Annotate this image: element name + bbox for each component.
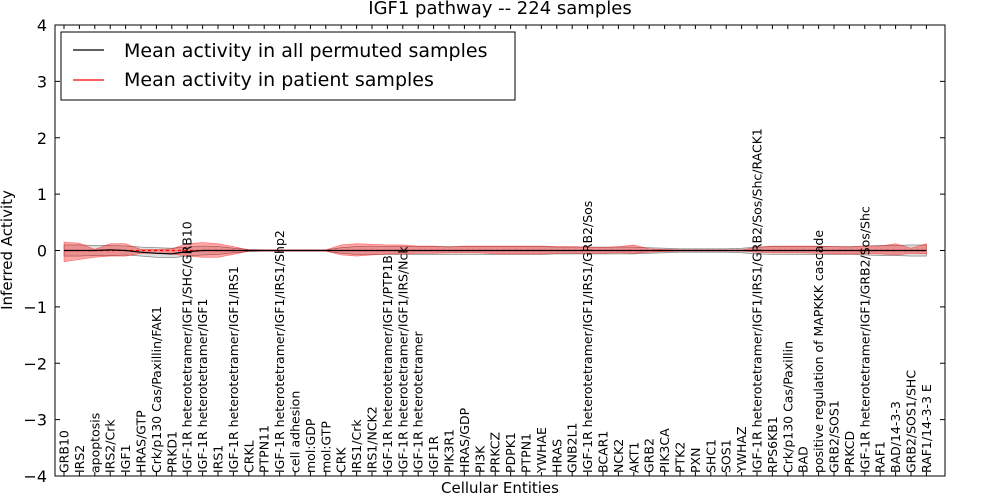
x-tick-label-29: PDPK1 [503, 432, 518, 473]
x-axis-ticks: GRB10 IRS2 apoptosis IRS2/Crk IGF1 HRAS/GTP Cr… [57, 25, 934, 476]
x-tick-label-30: PTPN1 [519, 433, 534, 473]
x-tick-label-1: IRS2 [72, 445, 87, 473]
x-tick-label-18: CRK [334, 447, 349, 473]
band-series-0 [63, 244, 927, 259]
series-lines [64, 249, 927, 255]
x-tick-label-10: IRS1 [211, 445, 226, 473]
y-tick-label-1: −3 [23, 411, 47, 430]
x-tick-label-42: SHC1 [703, 439, 718, 473]
x-tick-label-12: CRKL [241, 440, 256, 473]
legend-entry-patient: Mean activity in patient samples [124, 69, 434, 91]
y-tick-label-7: 3 [37, 72, 47, 91]
x-tick-label-17: mol:GTP [318, 421, 333, 473]
x-tick-label-15: cell adhesion [288, 391, 303, 473]
y-tick-label-3: −1 [23, 298, 47, 317]
x-tick-label-3: IRS2/Crk [103, 419, 118, 473]
y-tick-label-6: 2 [37, 129, 47, 148]
x-tick-label-38: GRB2 [642, 438, 657, 473]
x-tick-label-22: IGF-1R heterotetramer/IGF1/IRS/Nck [395, 246, 410, 473]
x-tick-label-4: IGF1 [118, 444, 133, 473]
y-tick-label-8: 4 [37, 16, 47, 35]
x-tick-label-21: IGF-1R heterotetramer/IGF1/PTP1B [380, 255, 395, 473]
x-tick-label-27: PI3K [472, 445, 487, 473]
legend-box [60, 31, 516, 101]
y-tick-label-0: −4 [23, 467, 47, 486]
x-tick-label-9: IGF-1R heterotetramer/IGF1 [195, 299, 210, 473]
x-tick-label-51: PRKCD [842, 431, 857, 473]
line-series-0 [64, 249, 927, 255]
x-tick-label-7: PRKD1 [164, 431, 179, 473]
x-tick-label-41: PXN [688, 448, 703, 473]
x-tick-label-5: HRAS/GTP [134, 410, 149, 473]
confidence-bands [63, 241, 927, 263]
x-tick-label-2: apoptosis [87, 413, 102, 473]
x-tick-label-36: NCK2 [611, 439, 626, 473]
band-series-1 [63, 241, 927, 263]
x-tick-label-49: positive regulation of MAPKKK cascade [811, 230, 826, 473]
x-tick-label-33: GNB2L1 [565, 423, 580, 473]
x-tick-label-35: BCAR1 [596, 431, 611, 473]
x-tick-label-55: GRB2/SOS1/SHC [904, 370, 919, 473]
y-axis-label: Inferred Activity [0, 190, 16, 310]
x-tick-label-32: HRAS [549, 439, 564, 473]
x-tick-label-52: IGF-1R heterotetramer/IGF1/GRB2/Sos/Shc [857, 206, 872, 473]
x-tick-label-11: IGF-1R heterotetramer/IGF1/IRS1 [226, 266, 241, 473]
x-tick-label-19: IRS1/Crk [349, 419, 364, 473]
x-tick-label-47: Crk/p130 Cas/Paxillin [780, 341, 795, 473]
x-tick-label-37: AKT1 [626, 442, 641, 473]
x-tick-label-20: IRS1/NCK2 [365, 406, 380, 473]
x-tick-label-48: BAD [796, 446, 811, 473]
x-tick-label-40: PTK2 [673, 442, 688, 473]
legend-entry-permuted: Mean activity in all permuted samples [124, 40, 487, 62]
x-tick-label-54: BAD/14-3-3 [888, 401, 903, 473]
x-tick-label-8: IGF-1R heterotetramer/IGF1/SHC/GRB10 [180, 221, 195, 473]
x-tick-label-26: HRAS/GDP [457, 407, 472, 473]
x-tick-label-34: IGF-1R heterotetramer/IGF1/IRS1/GRB2/Sos [580, 201, 595, 473]
x-tick-label-39: PIK3CA [657, 428, 672, 473]
x-tick-label-6: Crk/p130 Cas/Paxillin/FAK1 [149, 306, 164, 473]
x-tick-label-31: YWHAE [534, 427, 549, 474]
x-tick-label-16: mol:GDP [303, 418, 318, 473]
x-tick-label-46: RPS6KB1 [765, 416, 780, 473]
chart-title: IGF1 pathway -- 224 samples [368, 0, 631, 19]
x-tick-label-13: PTPN11 [257, 425, 272, 473]
x-tick-label-23: IGF-1R heterotetramer [411, 330, 426, 473]
x-tick-label-0: GRB10 [57, 430, 72, 473]
x-tick-label-56: RAF1/14-3-3 E [919, 384, 934, 473]
x-tick-label-53: RAF1 [873, 441, 888, 473]
y-tick-label-4: 0 [37, 242, 47, 261]
x-tick-label-43: SOS1 [719, 439, 734, 473]
y-tick-label-5: 1 [37, 185, 47, 204]
legend: Mean activity in all permuted samples Me… [60, 31, 516, 101]
x-tick-label-25: PIK3R1 [442, 429, 457, 473]
x-tick-label-28: PRKCZ [488, 432, 503, 473]
y-tick-label-2: −2 [23, 354, 47, 373]
y-axis-ticks: −4 −3 −2 −1 0 1 2 3 4 [23, 16, 945, 486]
x-tick-label-44: YWHAZ [734, 426, 749, 474]
x-tick-label-50: GRB2/SOS1 [827, 400, 842, 473]
x-tick-label-14: IGF-1R heterotetramer/IGF1/IRS1/Shp2 [272, 230, 287, 473]
x-tick-label-45: IGF-1R heterotetramer/IGF1/IRS1/GRB2/Sos… [750, 128, 765, 473]
x-tick-label-24: IGF1R [426, 435, 441, 473]
x-axis-label: Cellular Entities [441, 479, 559, 497]
